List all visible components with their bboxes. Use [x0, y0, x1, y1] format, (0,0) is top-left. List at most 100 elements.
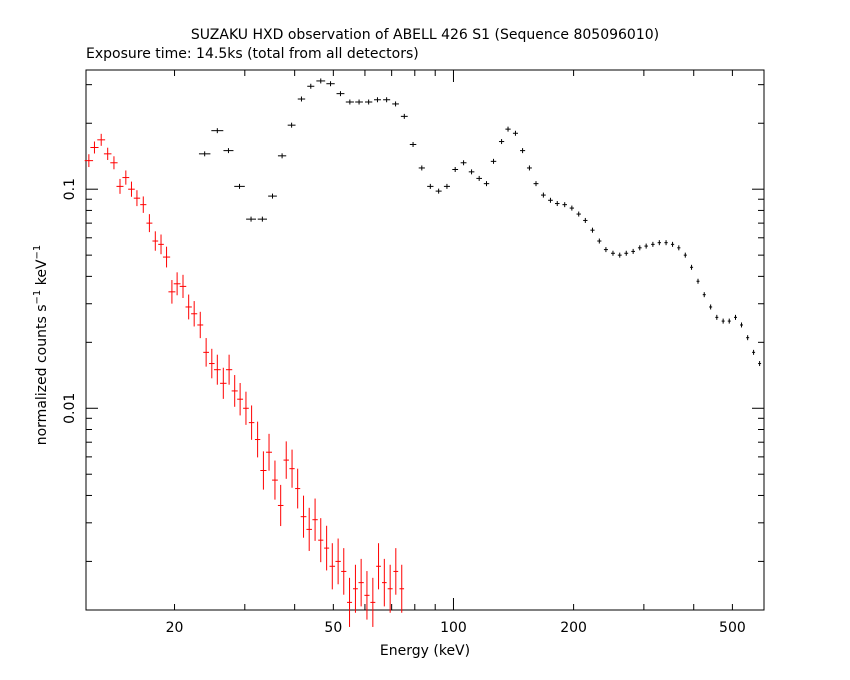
data-point: [347, 577, 353, 627]
data-point: [283, 441, 289, 479]
data-point: [287, 122, 296, 128]
data-point: [657, 240, 662, 246]
tick-labels: 20 50 100 200 500 0.01 0.1: [62, 178, 746, 636]
series-2: [84, 133, 405, 627]
x-axis-label: Energy (keV): [380, 643, 470, 659]
data-point: [329, 543, 336, 590]
data-point: [326, 81, 335, 87]
data-point: [203, 338, 209, 367]
data-point: [490, 158, 497, 164]
data-point: [677, 245, 681, 251]
data-point: [297, 96, 306, 102]
data-point: [603, 247, 608, 253]
data-point: [306, 507, 312, 551]
data-point: [746, 335, 750, 341]
x-tick-label: 20: [166, 620, 184, 636]
data-point: [179, 274, 187, 298]
data-point: [520, 148, 526, 154]
data-point: [335, 538, 341, 585]
data-point: [318, 518, 324, 563]
data-point: [231, 375, 238, 407]
data-point: [246, 216, 256, 222]
data-point: [690, 264, 694, 270]
data-point: [300, 495, 307, 538]
data-point: [752, 349, 756, 355]
data-point: [316, 78, 326, 84]
data-point: [460, 160, 467, 166]
data-point: [399, 564, 405, 613]
data-point: [365, 99, 373, 105]
data-point: [336, 91, 345, 97]
data-point: [168, 280, 176, 304]
data-point: [103, 147, 112, 160]
data-point: [268, 193, 277, 199]
x-tick-label: 100: [440, 620, 467, 636]
data-point: [225, 354, 233, 385]
data-point: [345, 99, 354, 105]
data-point: [383, 97, 391, 103]
data-point: [393, 548, 399, 595]
data-point: [476, 175, 483, 181]
data-point: [370, 577, 376, 627]
data-point: [409, 141, 417, 147]
data-point: [358, 558, 364, 607]
data-point: [526, 165, 532, 171]
data-point: [590, 227, 595, 233]
chart-title: SUZAKU HXD observation of ABELL 426 S1 (…: [191, 27, 659, 43]
data-point: [651, 241, 655, 247]
data-point: [498, 139, 505, 145]
data-point: [133, 190, 141, 207]
data-point: [644, 243, 648, 249]
data-point: [554, 201, 560, 207]
data-point: [721, 318, 725, 324]
data-point: [197, 311, 204, 339]
data-point: [727, 318, 731, 324]
plot-frame: [85, 69, 765, 611]
axis-ticks: [86, 70, 765, 610]
data-point: [234, 183, 245, 189]
data-point: [758, 361, 762, 367]
data-point: [583, 217, 588, 223]
data-point: [211, 128, 224, 134]
data-point: [295, 468, 301, 509]
data-point: [569, 205, 575, 211]
x-tick-label: 500: [719, 620, 746, 636]
data-point: [266, 433, 273, 471]
data-point: [418, 165, 425, 171]
y-tick-label: 0.1: [62, 178, 78, 200]
data-point: [191, 301, 198, 327]
data-point: [110, 156, 118, 170]
data-point: [307, 83, 315, 89]
data-point: [243, 391, 249, 425]
data-point: [341, 548, 347, 595]
data-points: [84, 78, 762, 627]
data-point: [289, 449, 295, 488]
data-point: [624, 250, 629, 256]
data-point: [198, 151, 211, 157]
data-point: [427, 183, 434, 189]
data-point: [213, 354, 221, 385]
chart-subtitle: Exposure time: 14.5ks (total from all de…: [86, 46, 419, 62]
data-point: [260, 451, 267, 490]
data-point: [324, 525, 330, 571]
data-point: [505, 126, 511, 132]
data-point: [443, 183, 450, 189]
data-point: [374, 97, 381, 103]
data-point: [382, 558, 387, 607]
data-point: [733, 314, 737, 320]
data-point: [128, 181, 135, 197]
data-point: [173, 272, 181, 296]
data-point: [696, 278, 700, 284]
data-point: [152, 231, 159, 251]
data-point: [610, 250, 615, 256]
data-point: [631, 248, 635, 254]
data-point: [254, 421, 261, 458]
data-point: [97, 133, 106, 146]
data-point: [670, 241, 675, 247]
x-tick-label: 200: [560, 620, 587, 636]
data-point: [483, 181, 490, 187]
data-point: [223, 148, 234, 154]
data-point: [162, 246, 171, 268]
data-point: [702, 292, 706, 298]
